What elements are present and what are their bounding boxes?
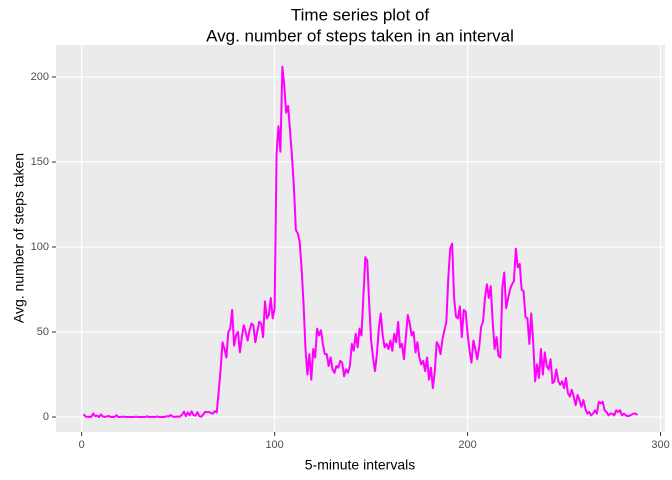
x-axis-label: 5-minute intervals [305,457,416,473]
y-tick-label: 150 [31,156,49,168]
y-axis-label: Avg. number of steps taken [11,153,27,323]
x-tick-label: 200 [458,439,476,451]
y-tick-label: 200 [31,71,49,83]
y-tick-label: 50 [37,326,49,338]
y-tick-label: 0 [43,411,49,423]
panel [56,45,665,432]
series-line [82,65,639,419]
y-tick-label: 100 [31,241,49,253]
x-tick-label: 300 [651,439,669,451]
x-tick-label: 100 [265,439,283,451]
chart-title: Time series plot of [291,5,430,24]
chart-title: Avg. number of steps taken in an interva… [206,26,514,45]
x-tick-label: 0 [79,439,85,451]
